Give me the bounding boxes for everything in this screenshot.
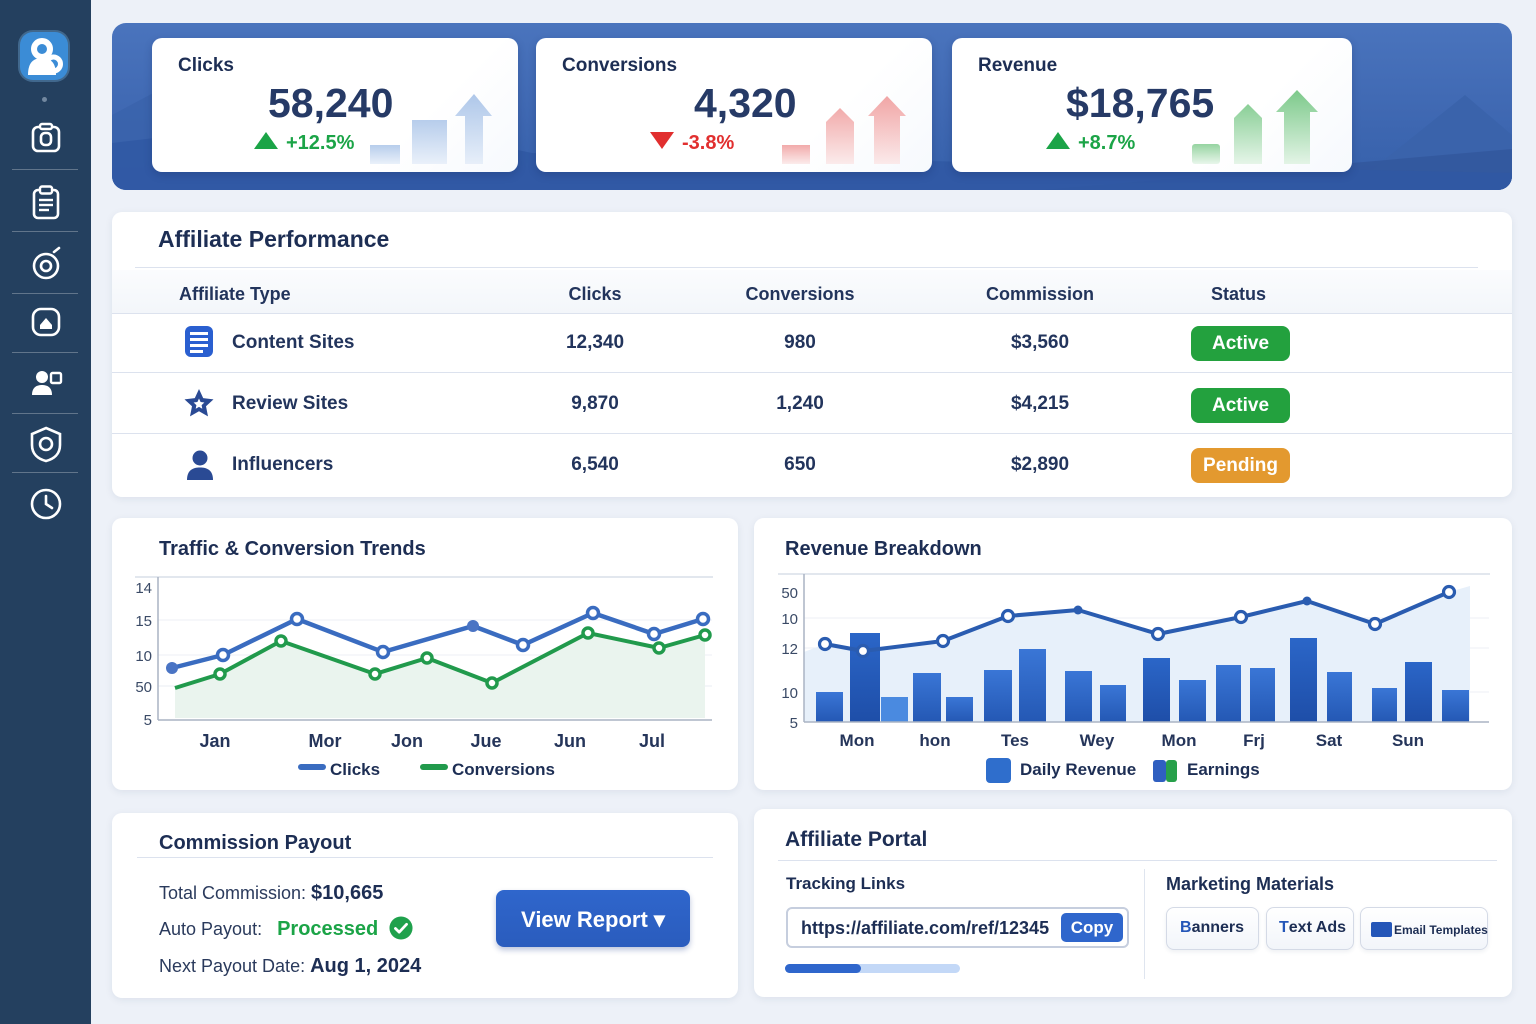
svg-text:Jue: Jue — [470, 731, 501, 751]
svg-text:Daily Revenue: Daily Revenue — [1020, 760, 1136, 779]
svg-text:50: 50 — [781, 585, 798, 602]
svg-text:Jan: Jan — [199, 731, 230, 751]
svg-text:5: 5 — [144, 712, 152, 729]
svg-text:Frj: Frj — [1243, 731, 1265, 750]
svg-text:5: 5 — [790, 715, 798, 732]
svg-text:Sun: Sun — [1392, 731, 1424, 750]
svg-text:10: 10 — [135, 648, 152, 665]
svg-text:Clicks: Clicks — [330, 760, 380, 779]
svg-text:Jon: Jon — [391, 731, 423, 751]
svg-text:Mon: Mon — [1162, 731, 1197, 750]
svg-text:15: 15 — [135, 613, 152, 630]
svg-text:Conversions: Conversions — [452, 760, 555, 779]
svg-text:10: 10 — [781, 685, 798, 702]
svg-text:Sat: Sat — [1316, 731, 1343, 750]
svg-text:12: 12 — [781, 641, 798, 658]
svg-text:Jul: Jul — [639, 731, 665, 751]
svg-text:14: 14 — [135, 580, 152, 597]
svg-text:Jun: Jun — [554, 731, 586, 751]
svg-text:Tes: Tes — [1001, 731, 1029, 750]
svg-text:Wey: Wey — [1080, 731, 1115, 750]
svg-text:10: 10 — [781, 611, 798, 628]
svg-text:hon: hon — [919, 731, 950, 750]
svg-text:Mon: Mon — [840, 731, 875, 750]
svg-text:50: 50 — [135, 679, 152, 696]
svg-text:Earnings: Earnings — [1187, 760, 1260, 779]
svg-text:Mor: Mor — [309, 731, 342, 751]
